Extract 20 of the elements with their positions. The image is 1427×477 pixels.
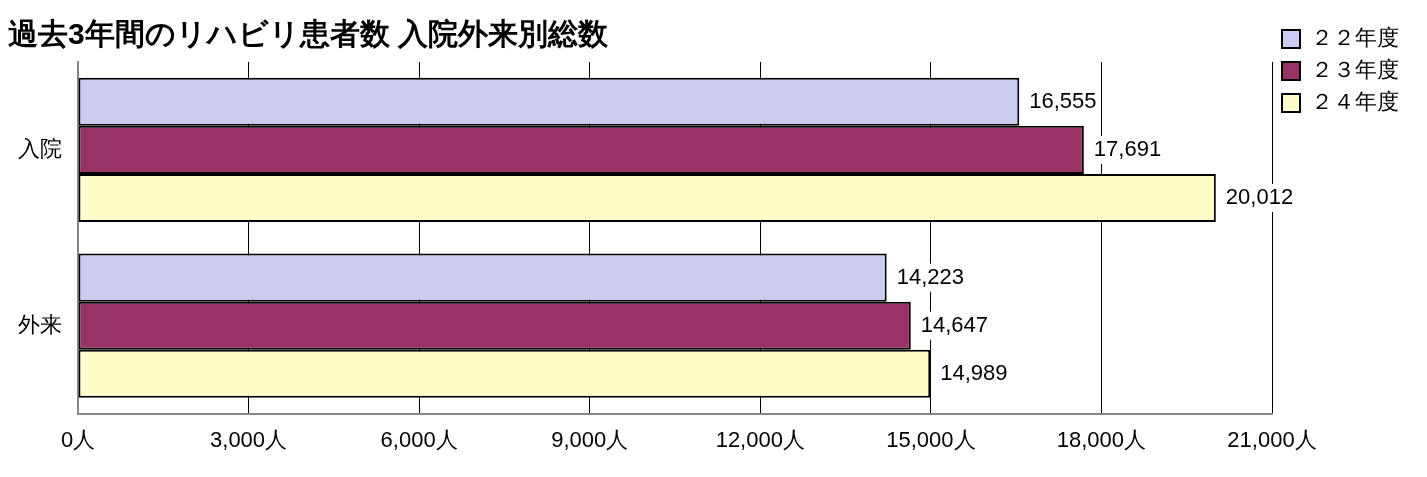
- legend-label: ２４年度: [1311, 89, 1399, 115]
- x-tick-label: 21,000人: [1227, 426, 1317, 452]
- x-tick-label: 12,000人: [715, 426, 805, 452]
- legend-label: ２２年度: [1311, 25, 1399, 51]
- data-label: 20,012: [1225, 184, 1294, 210]
- y-tick-label: 入院: [18, 135, 62, 161]
- x-tick-label: 18,000人: [1056, 426, 1147, 452]
- legend-label: ２３年度: [1311, 57, 1399, 83]
- x-tick-label: 9,000人: [551, 426, 629, 452]
- x-tick-label: 3,000人: [210, 426, 288, 452]
- x-tick-label: 15,000人: [886, 426, 976, 452]
- data-label: 16,555: [1029, 87, 1097, 113]
- x-tick-label: 0人: [60, 426, 96, 452]
- chart-title: 過去3年間のリハビリ患者数 入院外来別総数: [8, 17, 610, 51]
- y-tick-label: 外来: [18, 311, 62, 337]
- data-label: 14,647: [920, 311, 989, 337]
- data-label: 14,223: [896, 263, 964, 289]
- data-label: 14,989: [940, 359, 1008, 385]
- x-tick-label: 6,000人: [380, 426, 458, 452]
- data-label: 17,691: [1093, 135, 1162, 161]
